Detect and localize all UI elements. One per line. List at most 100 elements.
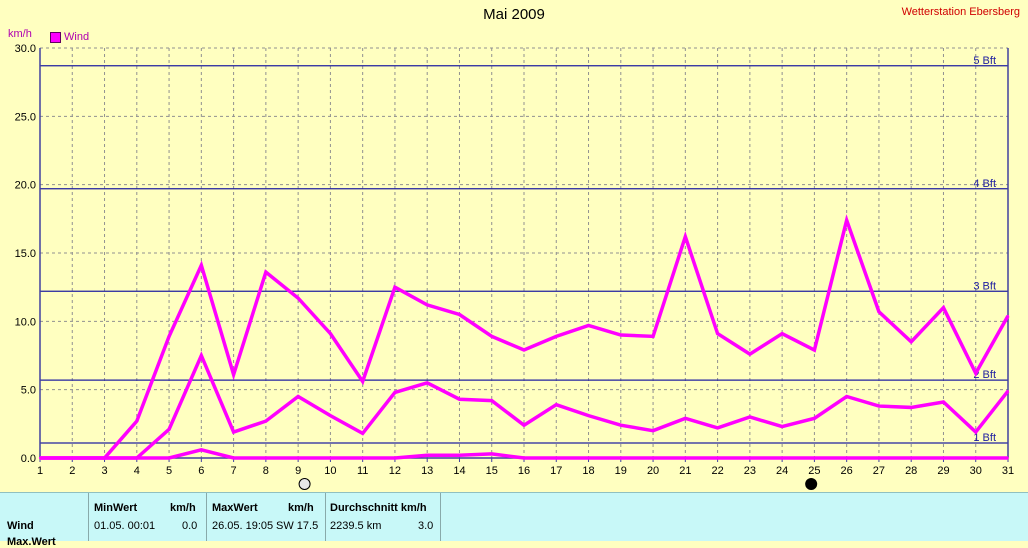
data-point [781, 457, 784, 459]
data-point [877, 457, 880, 459]
x-tick-label: 13 [421, 465, 433, 477]
data-point [458, 313, 461, 316]
x-tick-label: 29 [937, 465, 949, 477]
data-point [168, 428, 171, 431]
data-point [135, 420, 138, 423]
data-point [813, 417, 816, 420]
x-tick-label: 12 [389, 465, 401, 477]
x-tick-label: 21 [679, 465, 691, 477]
data-point [684, 457, 687, 459]
data-point [264, 271, 267, 274]
data-point [103, 457, 106, 459]
data-point [232, 373, 235, 376]
data-point [748, 457, 751, 459]
row-label-cut: Max.Wert [7, 536, 56, 548]
x-tick-label: 22 [711, 465, 723, 477]
stats-table: MinWert km/h MaxWert km/h Durchschnitt k… [0, 492, 1028, 548]
data-point [716, 426, 719, 429]
x-tick-label: 5 [166, 465, 172, 477]
data-point [748, 416, 751, 418]
data-point [264, 457, 267, 459]
data-point [39, 457, 41, 459]
table-divider [206, 493, 207, 541]
data-point [200, 354, 203, 357]
data-point [168, 335, 171, 338]
data-point [974, 457, 977, 459]
data-point [974, 372, 977, 375]
x-tick-label: 28 [905, 465, 917, 477]
header-min-unit: km/h [170, 502, 196, 514]
wind-chart: 1 Bft 2 Bft 3 Bft 4 Bft 5 Bft 0.0 5.0 10.0 15.0 2… [8, 6, 1020, 490]
data-point [587, 414, 590, 417]
data-point [361, 432, 364, 435]
table-divider [88, 493, 89, 541]
table-divider [440, 493, 441, 541]
data-point [361, 457, 364, 459]
data-point [587, 457, 590, 459]
data-point [910, 406, 913, 409]
bft-label: 5 Bft [973, 55, 996, 67]
x-tick-label: 27 [873, 465, 885, 477]
data-point [555, 403, 558, 406]
data-point [845, 395, 848, 398]
x-tick-label: 23 [744, 465, 756, 477]
x-tick-label: 6 [198, 465, 204, 477]
chart-canvas: 1 Bft 2 Bft 3 Bft 4 Bft 5 Bft 0.0 5.0 10.0 15.0 2… [15, 43, 1014, 490]
x-tick-label: 17 [550, 465, 562, 477]
data-point [1007, 457, 1009, 459]
x-tick-label: 2 [69, 465, 75, 477]
data-point [297, 457, 300, 459]
data-point [942, 457, 945, 459]
data-point [232, 457, 235, 459]
data-point [555, 335, 558, 338]
y-tick-label: 30.0 [15, 43, 36, 55]
data-point [200, 448, 203, 451]
y-tick-label: 0.0 [21, 453, 36, 465]
max-time: 26.05. 19:05 [212, 520, 274, 532]
data-point [684, 235, 687, 238]
x-tick-label: 3 [101, 465, 107, 477]
new-moon-icon [805, 478, 818, 490]
data-point [716, 457, 719, 459]
y-tick-label: 5.0 [21, 385, 36, 397]
x-tick-label: 25 [808, 465, 820, 477]
max-value: SW 17.5 [276, 520, 319, 532]
data-point [264, 420, 267, 423]
bft-label: 3 Bft [973, 280, 996, 292]
data-point [684, 417, 687, 420]
data-point [426, 381, 429, 384]
x-tick-label: 11 [357, 465, 368, 477]
x-tick-label: 7 [231, 465, 237, 477]
data-point [523, 424, 525, 427]
x-tick-label: 15 [486, 465, 498, 477]
data-point [845, 457, 848, 459]
x-tick-label: 9 [295, 465, 301, 477]
y-tick-label: 15.0 [15, 248, 36, 260]
data-point [974, 431, 977, 434]
data-point [748, 353, 751, 356]
x-tick-label: 30 [970, 465, 982, 477]
x-tick-label: 31 [1002, 465, 1014, 477]
data-point [490, 335, 493, 338]
x-tick-label: 20 [647, 465, 659, 477]
y-tick-label: 10.0 [15, 316, 36, 328]
x-tick-label: 26 [841, 465, 853, 477]
data-point [877, 310, 880, 313]
bft-label: 2 Bft [973, 369, 996, 381]
data-point [426, 303, 429, 306]
x-tick-label: 4 [134, 465, 140, 477]
data-point [490, 452, 493, 455]
min-value: 0.0 [182, 520, 198, 532]
y-axis-unit: km/h [8, 28, 32, 40]
data-point [426, 454, 429, 457]
x-tick-label: 18 [582, 465, 594, 477]
x-tick-label: 14 [453, 465, 465, 477]
data-point [71, 457, 74, 459]
data-point [619, 457, 622, 459]
x-tick-label: 24 [776, 465, 788, 477]
station-name: Wetterstation Ebersberg [901, 6, 1020, 18]
data-point [877, 405, 880, 408]
data-point [523, 349, 525, 352]
data-point [652, 429, 655, 432]
header-maxwert: MaxWert [212, 502, 258, 514]
